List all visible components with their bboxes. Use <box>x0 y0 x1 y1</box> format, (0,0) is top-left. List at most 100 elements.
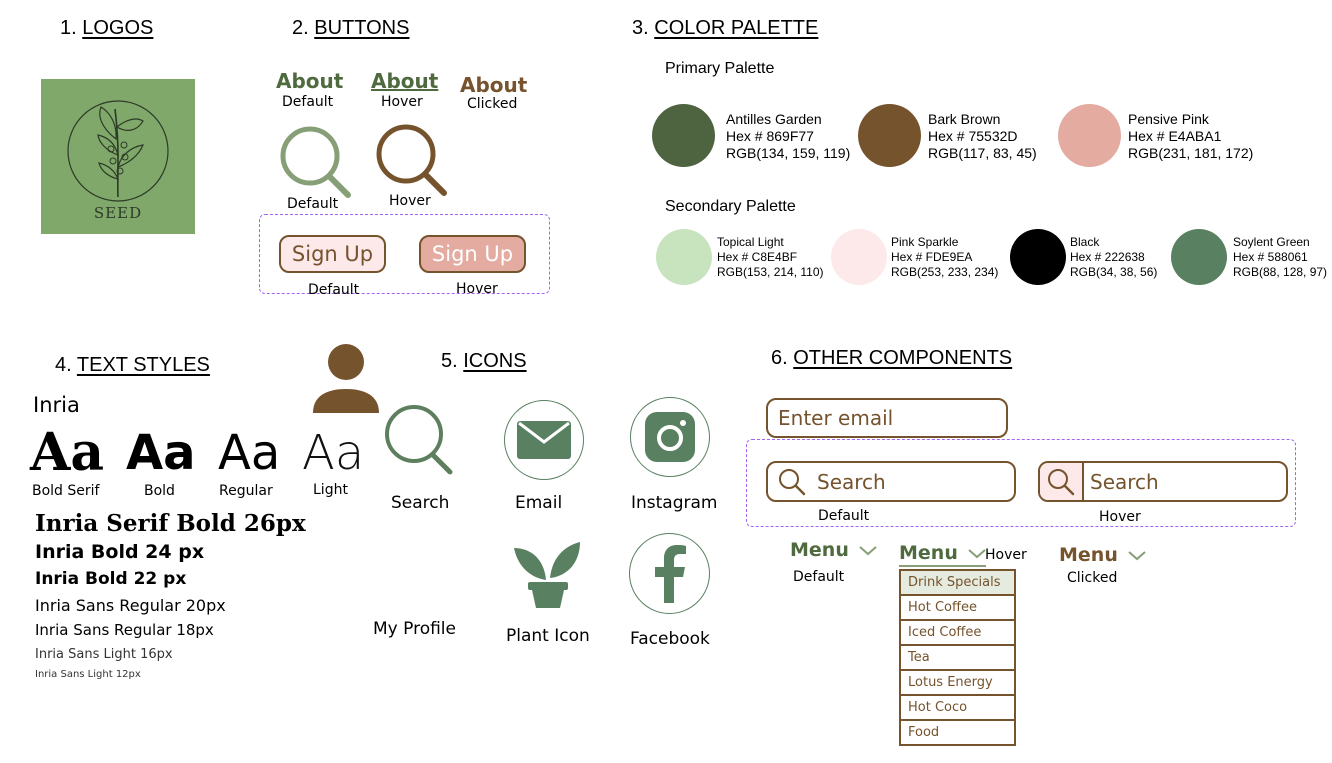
section-number: 1. <box>60 17 77 39</box>
color-hex: Hex # 222638 <box>1070 250 1145 264</box>
section-number: 2. <box>292 17 309 39</box>
color-rgb: RGB(134, 159, 119) <box>726 145 851 161</box>
state-caption: Default <box>282 94 334 110</box>
dropdown-item-food[interactable]: Food <box>908 725 940 740</box>
search-placeholder: Search <box>1090 469 1159 494</box>
section-heading-other-components: 6. OTHER COMPONENTS <box>771 347 1012 370</box>
section-number: 5. <box>441 350 458 372</box>
icon-label: Facebook <box>630 629 710 649</box>
section-title: ICONS <box>463 350 527 372</box>
email-placeholder: Enter email <box>778 406 894 430</box>
color-swatch-black <box>1010 229 1066 285</box>
dropdown-item-lotus-energy[interactable]: Lotus Energy <box>901 671 1014 696</box>
state-caption: Hover <box>389 193 431 209</box>
color-swatch-bark-brown <box>858 104 921 167</box>
menu-label: Menu <box>1059 544 1118 566</box>
color-name: Black <box>1070 235 1100 249</box>
about-button-clicked[interactable]: About <box>460 73 528 97</box>
menu-dropdown: Drink Specials Hot Coffee Iced Coffee Te… <box>899 569 1016 746</box>
chevron-down-icon <box>859 546 878 556</box>
color-rgb: RGB(117, 83, 45) <box>928 145 1037 161</box>
dropdown-item-hot-coco[interactable]: Hot Coco <box>901 696 1014 721</box>
color-info: Pink Sparkle Hex # FDE9EA RGB(253, 233, … <box>891 235 998 280</box>
color-hex: Hex # E4ABA1 <box>1128 128 1222 144</box>
dropdown-item-iced-coffee[interactable]: Iced Coffee <box>901 621 1014 646</box>
menu-button-clicked[interactable]: Menu <box>1059 544 1147 566</box>
section-heading-buttons: 2. BUTTONS <box>292 17 409 40</box>
dropdown-item-drink-specials[interactable]: Drink Specials <box>901 571 1014 596</box>
facebook-icon <box>654 544 686 603</box>
sign-up-button-default[interactable]: Sign Up <box>279 235 386 273</box>
color-swatch-soylent-green <box>1171 229 1227 285</box>
type-sample-line: Inria Bold 22 px <box>35 569 187 589</box>
color-info: Pensive Pink Hex # E4ABA1 RGB(231, 181, … <box>1128 111 1253 162</box>
signup-variants-frame <box>259 214 550 294</box>
state-caption: Hover <box>381 94 423 110</box>
search-icon <box>1048 468 1075 495</box>
color-hex: Hex # 869F77 <box>726 128 814 144</box>
about-button-hover[interactable]: About <box>371 69 439 93</box>
font-family-label: Inria <box>33 393 80 417</box>
sign-up-button-hover[interactable]: Sign Up <box>419 235 526 273</box>
menu-button-default[interactable]: Menu <box>790 539 878 561</box>
plant-icon <box>514 542 580 608</box>
search-input-hover[interactable]: Search <box>1038 461 1288 502</box>
state-caption: Hover <box>1099 509 1141 525</box>
color-info: Bark Brown Hex # 75532D RGB(117, 83, 45) <box>928 111 1037 162</box>
email-input[interactable]: Enter email <box>766 398 1008 438</box>
section-title: TEXT STYLES <box>76 354 210 376</box>
sample-bold-serif: Aa <box>30 422 105 483</box>
color-info: Antilles Garden Hex # 869F77 RGB(134, 15… <box>726 111 850 162</box>
section-number: 6. <box>771 347 788 369</box>
facebook-icon-tile[interactable] <box>629 533 710 614</box>
icon-label: Instagram <box>631 493 718 513</box>
state-caption: Clicked <box>467 96 518 112</box>
instagram-icon-tile[interactable] <box>630 397 710 477</box>
section-number: 3. <box>632 17 649 39</box>
color-rgb: RGB(253, 233, 234) <box>891 265 999 279</box>
secondary-palette-title: Secondary Palette <box>665 198 796 215</box>
color-name: Bark Brown <box>928 111 1001 127</box>
dropdown-item-tea[interactable]: Tea <box>901 646 1014 671</box>
color-swatch-antilles-garden <box>652 104 715 167</box>
color-info: Black Hex # 222638 RGB(34, 38, 56) <box>1070 235 1157 280</box>
dropdown-item-hot-coffee[interactable]: Hot Coffee <box>901 596 1014 621</box>
search-icon-tile[interactable] <box>381 403 455 482</box>
state-caption: Hover <box>985 547 1027 563</box>
sample-light: Aa <box>302 425 365 481</box>
section-heading-text-styles: 4. TEXT STYLES <box>55 354 210 377</box>
email-icon-tile[interactable] <box>504 400 584 480</box>
icon-label: Search <box>391 493 450 513</box>
sample-caption: Regular <box>219 483 273 499</box>
color-hex: Hex # 75532D <box>928 128 1018 144</box>
search-button-default[interactable] <box>276 124 356 205</box>
menu-label: Menu <box>899 542 958 564</box>
color-swatch-pink-sparkle <box>831 229 887 285</box>
search-placeholder: Search <box>817 469 886 494</box>
user-icon <box>313 344 379 413</box>
section-title: COLOR PALETTE <box>654 17 819 39</box>
profile-icon[interactable] <box>312 343 380 418</box>
color-name: Antilles Garden <box>726 111 822 127</box>
color-name: Pensive Pink <box>1128 111 1209 127</box>
color-swatch-topical-light <box>656 229 712 285</box>
search-variants-frame <box>746 439 1296 527</box>
icon-label: Email <box>515 493 563 513</box>
search-button-hover[interactable] <box>372 122 452 203</box>
sample-caption: Bold Serif <box>32 483 100 499</box>
search-icon <box>280 126 351 198</box>
search-icon <box>779 468 806 495</box>
color-rgb: RGB(34, 38, 56) <box>1070 265 1158 279</box>
plant-icon-tile[interactable] <box>512 540 582 615</box>
state-caption: Default <box>287 196 339 212</box>
color-info: Soylent Green Hex # 588061 RGB(88, 128, … <box>1233 235 1327 280</box>
search-input-default[interactable]: Search <box>766 461 1016 502</box>
section-heading-icons: 5. ICONS <box>441 350 527 373</box>
icon-label: Plant Icon <box>506 626 590 646</box>
chevron-down-icon <box>1128 551 1147 561</box>
about-button-default[interactable]: About <box>276 69 344 93</box>
sample-caption: Bold <box>144 483 175 499</box>
menu-button-hover[interactable]: Menu <box>899 542 987 567</box>
color-info: Topical Light Hex # C8E4BF RGB(153, 214,… <box>717 235 824 280</box>
sample-caption: Light <box>313 482 348 498</box>
